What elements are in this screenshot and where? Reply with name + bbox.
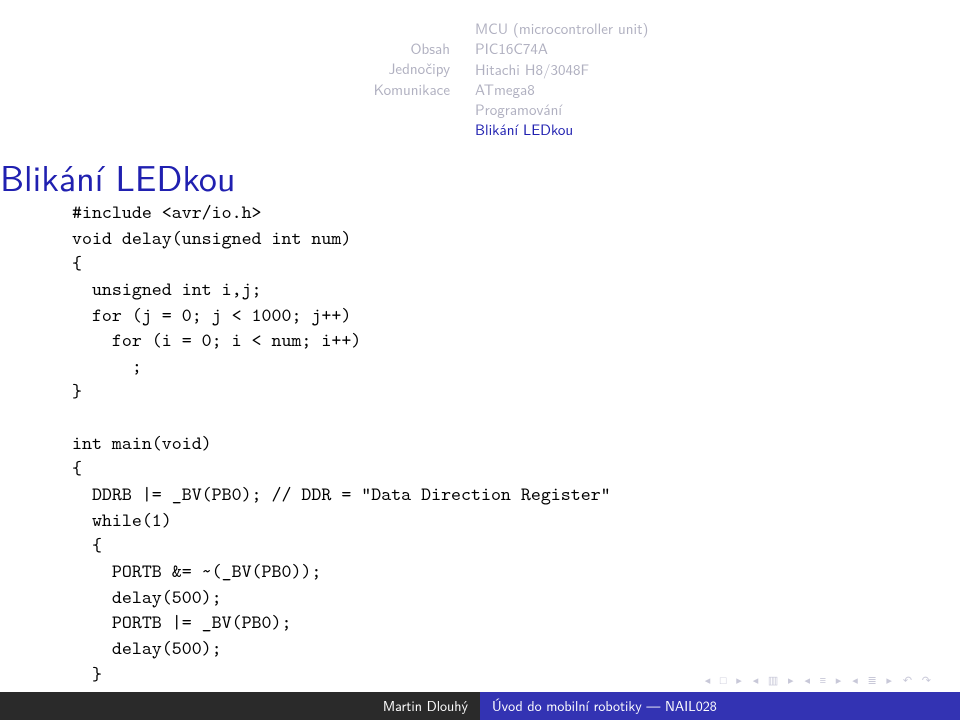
nav-right-item[interactable]: MCU (microcontroller unit) [475, 18, 648, 38]
footer-title: Úvod do mobilní robotiky — NAIL028 [480, 692, 960, 720]
nav-right-item[interactable]: Hitachi H8/3048F [475, 59, 648, 79]
nav-right-item[interactable]: Programování [475, 99, 648, 119]
slide-footer: Martin Dlouhý Úvod do mobilní robotiky —… [0, 692, 960, 720]
nav-left-item[interactable]: Komunikace [310, 79, 450, 99]
nav-subsections-right: MCU (microcontroller unit)PIC16C74AHitac… [475, 18, 648, 140]
nav-right-item[interactable]: PIC16C74A [475, 38, 648, 58]
footer-author: Martin Dlouhý [0, 692, 480, 720]
nav-right-item[interactable]: Blikání LEDkou [475, 119, 648, 139]
beamer-nav-symbols[interactable]: ◂ □ ▸◂ ▥ ▸◂ ≡ ▸◂ ≣ ▸↶ ↷ [705, 672, 942, 688]
code-block: #include <avr/io.h> void delay(unsigned … [72, 200, 892, 713]
slide-header: Obsah Jednočipy Komunikace MCU (microcon… [0, 18, 960, 163]
nav-sections-left: Obsah Jednočipy Komunikace [310, 38, 450, 99]
nav-right-item[interactable]: ATmega8 [475, 79, 648, 99]
frame-title: Blikání LEDkou [0, 150, 236, 203]
nav-left-item[interactable]: Obsah [310, 38, 450, 58]
nav-left-item[interactable]: Jednočipy [310, 58, 450, 78]
